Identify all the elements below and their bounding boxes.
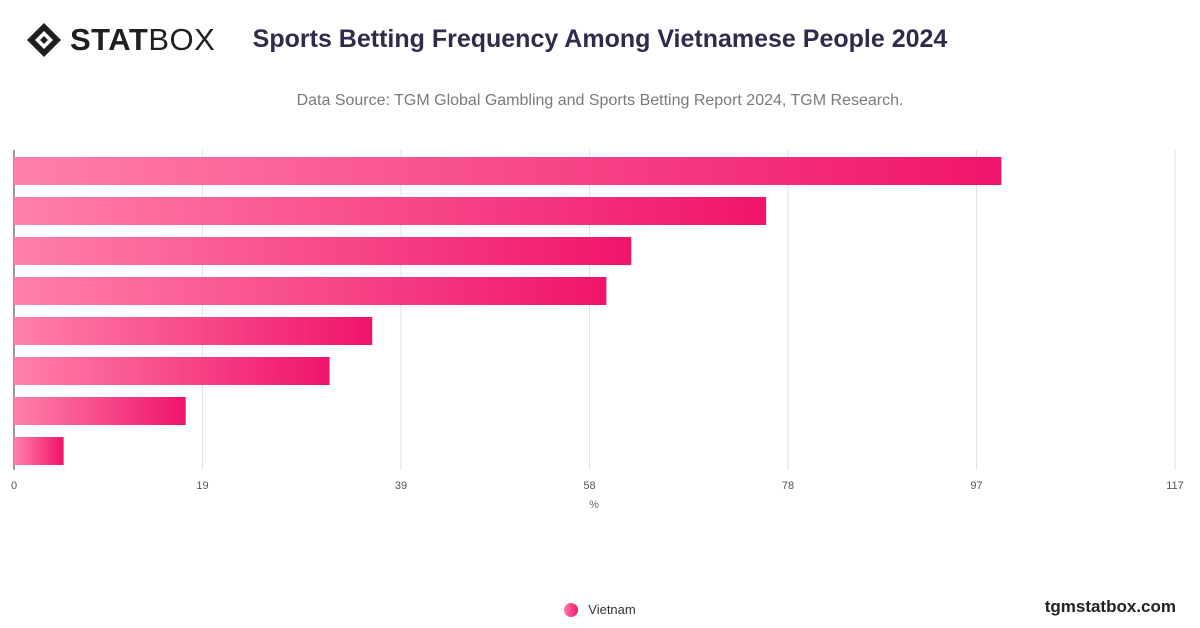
statbox-logo: STATBOX xyxy=(26,22,215,58)
logo-wordmark: STATBOX xyxy=(70,22,215,58)
bar[interactable] xyxy=(14,157,1002,185)
legend-marker xyxy=(564,602,579,617)
legend-label-vietnam: Vietnam xyxy=(588,602,636,617)
bar[interactable] xyxy=(14,357,330,385)
x-tick-label: 19 xyxy=(196,480,208,492)
x-tick-label: 97 xyxy=(970,480,982,492)
x-tick-label: 78 xyxy=(782,480,794,492)
website-url: tgmstatbox.com xyxy=(1044,597,1176,616)
x-axis-title: % xyxy=(589,499,599,511)
x-tick-label: 58 xyxy=(583,480,595,492)
x-tick-label: 0 xyxy=(11,480,17,492)
x-tick-label: 39 xyxy=(395,480,407,492)
logo-wordmark-light: BOX xyxy=(148,22,216,57)
chart-subtitle: Data Source: TGM Global Gambling and Spo… xyxy=(296,92,904,109)
bar[interactable] xyxy=(14,197,767,225)
bar[interactable] xyxy=(14,317,373,345)
bar[interactable] xyxy=(14,237,632,265)
legend: Vietnam xyxy=(0,602,1200,617)
bar[interactable] xyxy=(14,397,186,425)
bar[interactable] xyxy=(14,277,607,305)
logo-wordmark-bold: STAT xyxy=(70,22,149,57)
bar[interactable] xyxy=(14,437,64,465)
x-tick-label: 117 xyxy=(1166,480,1184,492)
statbox-diamond-icon xyxy=(27,23,61,57)
chart-title: Sports Betting Frequency Among Vietnames… xyxy=(252,25,948,53)
